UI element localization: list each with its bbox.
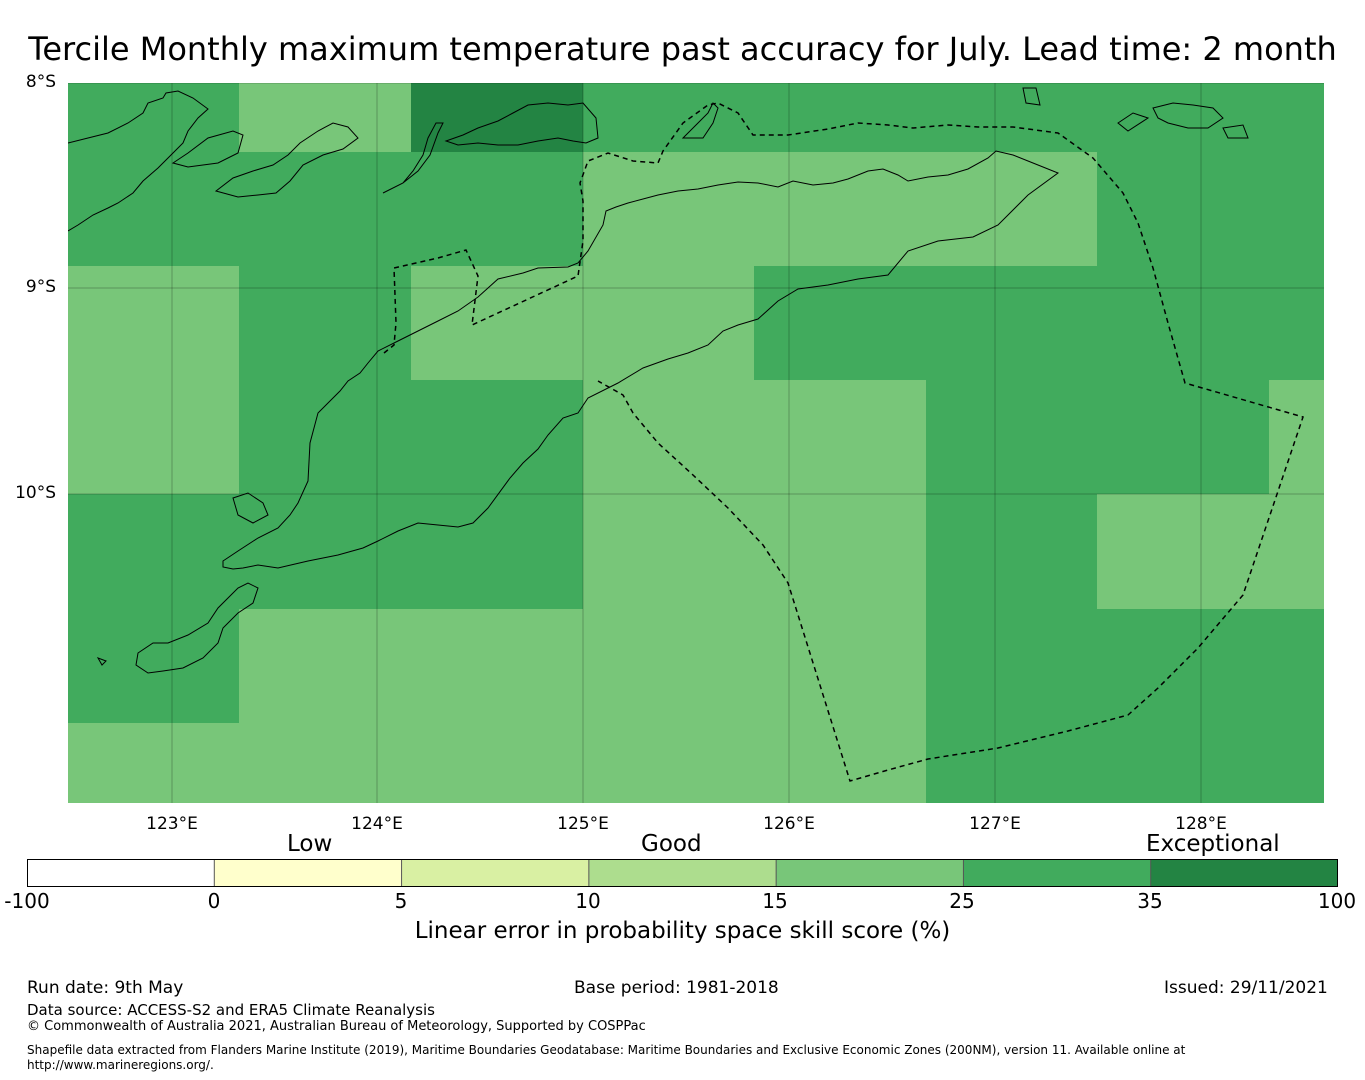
- colorbar-segment: [963, 859, 1152, 887]
- colorbar-tick: 15: [762, 889, 788, 913]
- lon-label-124e: 124°E: [351, 814, 403, 834]
- lon-label-126e: 126°E: [763, 814, 815, 834]
- grid-cell-very-good: [583, 83, 1324, 152]
- grid-cell-very-good: [926, 380, 1269, 494]
- lat-label-8s: 8°S: [25, 72, 56, 92]
- coastline-rote: [232, 492, 269, 524]
- data-source: Data source: ACCESS-S2 and ERA5 Climate …: [27, 1001, 435, 1019]
- legend-category-low: Low: [287, 831, 333, 857]
- grid-cell-very-good: [926, 494, 1097, 803]
- grid-cell-very-good: [411, 152, 583, 266]
- coastline-small-isle: [96, 657, 107, 666]
- colorbar-segment: [776, 859, 964, 887]
- coastline-timor: [222, 150, 1060, 570]
- colorbar-segment: [588, 859, 777, 887]
- colorbar-segment: [1150, 859, 1338, 887]
- colorbar-tick: 5: [394, 889, 408, 913]
- coastline-sumba-flores-west: [68, 90, 209, 232]
- colorbar-segment: [27, 859, 215, 887]
- colorbar-tick: 25: [949, 889, 975, 913]
- colorbar-tick: 35: [1137, 889, 1163, 913]
- grid-cell-very-good: [68, 83, 239, 266]
- shapefile-credit-line1: Shapefile data extracted from Flanders M…: [27, 1043, 1186, 1057]
- coastline-alor: [214, 122, 359, 198]
- grid-cell-very-good: [411, 380, 583, 609]
- coastline-flores: [171, 130, 244, 168]
- coastline-kisar: [1022, 87, 1041, 106]
- grid-cell-very-good: [68, 494, 239, 723]
- issued-date: Issued: 29/11/2021: [1164, 978, 1328, 998]
- lon-label-127e: 127°E: [969, 814, 1021, 834]
- colorbar-segment: [401, 859, 590, 887]
- coastline-savu: [135, 582, 259, 674]
- graticule: [68, 83, 1324, 803]
- coastlines: [68, 87, 1249, 674]
- skill-grid: [68, 83, 1324, 803]
- colorbar-label: Linear error in probability space skill …: [414, 918, 951, 944]
- colorbar-tick: 100: [1317, 889, 1357, 913]
- coastline-leti-moa: [1152, 102, 1224, 129]
- grid-cell-very-good: [239, 266, 411, 609]
- legend-category-exceptional: Exceptional: [1146, 831, 1280, 857]
- grid-cell-very-good: [239, 152, 411, 266]
- copyright: © Commonwealth of Australia 2021, Austra…: [27, 1019, 646, 1034]
- lat-label-9s: 9°S: [25, 277, 56, 297]
- lat-label-10s: 10°S: [15, 483, 56, 503]
- eez-boundary: [383, 102, 1304, 782]
- colorbar-tick: 10: [575, 889, 601, 913]
- base-period: Base period: 1981-2018: [574, 978, 779, 998]
- coastline-north-islands: [444, 102, 599, 146]
- colorbar-tick: 0: [207, 889, 221, 913]
- colorbar-tick: -100: [4, 889, 50, 913]
- grid-cell-very-good: [754, 266, 1324, 380]
- lon-label-123e: 123°E: [146, 814, 198, 834]
- grid-cell-exceptional: [411, 83, 583, 152]
- coastline-wetar-north: [382, 122, 444, 194]
- run-date: Run date: 9th May: [27, 978, 184, 998]
- shapefile-credit-line2: http://www.marineregions.org/.: [27, 1058, 214, 1072]
- colorbar-segment: [214, 859, 403, 887]
- lon-label-125e: 125°E: [557, 814, 609, 834]
- colorbar: [27, 859, 1338, 887]
- coastline-sermata: [1222, 124, 1249, 139]
- coastline-atauro: [681, 102, 719, 139]
- lon-label-128e: 128°E: [1175, 814, 1227, 834]
- legend-category-good: Good: [641, 831, 702, 857]
- grid-cell-very-good: [1097, 609, 1324, 803]
- page-title: Tercile Monthly maximum temperature past…: [28, 30, 1337, 68]
- skill-score-map: [68, 83, 1324, 803]
- grid-cell-very-good: [1097, 152, 1324, 266]
- coastline-lakor: [1117, 112, 1150, 132]
